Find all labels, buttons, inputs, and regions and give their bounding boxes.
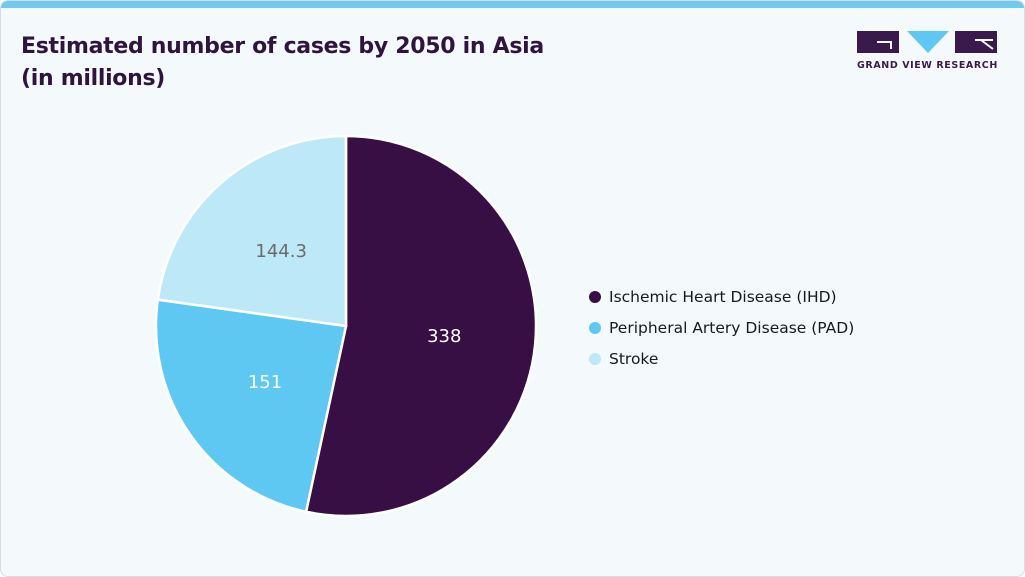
logo-text: GRAND VIEW RESEARCH bbox=[857, 60, 998, 71]
pie-chart: 338 151 144.3 bbox=[154, 134, 538, 518]
pie-label-ihd: 338 bbox=[427, 326, 461, 347]
chart-title-line1: Estimated number of cases by 2050 in Asi… bbox=[21, 34, 544, 59]
gvr-logo-mark bbox=[857, 31, 997, 53]
pie-slice-pad bbox=[154, 298, 348, 514]
pie-label-pad: 151 bbox=[248, 372, 282, 393]
legend-label-pad: Peripheral Artery Disease (PAD) bbox=[609, 318, 855, 337]
chart-legend: Ischemic Heart Disease (IHD) Peripheral … bbox=[589, 281, 854, 374]
pie-slice-ihd bbox=[304, 134, 538, 518]
pie-label-stroke: 144.3 bbox=[255, 241, 307, 262]
chart-title: Estimated number of cases by 2050 in Asi… bbox=[21, 31, 661, 95]
accent-bar bbox=[1, 1, 1024, 8]
pie-slice-stroke bbox=[156, 134, 348, 328]
legend-swatch-ihd bbox=[589, 290, 601, 303]
legend-label-ihd: Ischemic Heart Disease (IHD) bbox=[609, 287, 837, 306]
legend-swatch-pad bbox=[589, 321, 601, 334]
legend-label-stroke: Stroke bbox=[609, 349, 659, 368]
legend-item-stroke: Stroke bbox=[589, 343, 854, 374]
chart-title-line2: (in millions) bbox=[21, 66, 166, 91]
legend-swatch-stroke bbox=[589, 352, 601, 365]
legend-item-ihd: Ischemic Heart Disease (IHD) bbox=[589, 281, 854, 312]
grand-view-research-logo: GRAND VIEW RESEARCH bbox=[857, 31, 999, 73]
legend-item-pad: Peripheral Artery Disease (PAD) bbox=[589, 312, 854, 343]
